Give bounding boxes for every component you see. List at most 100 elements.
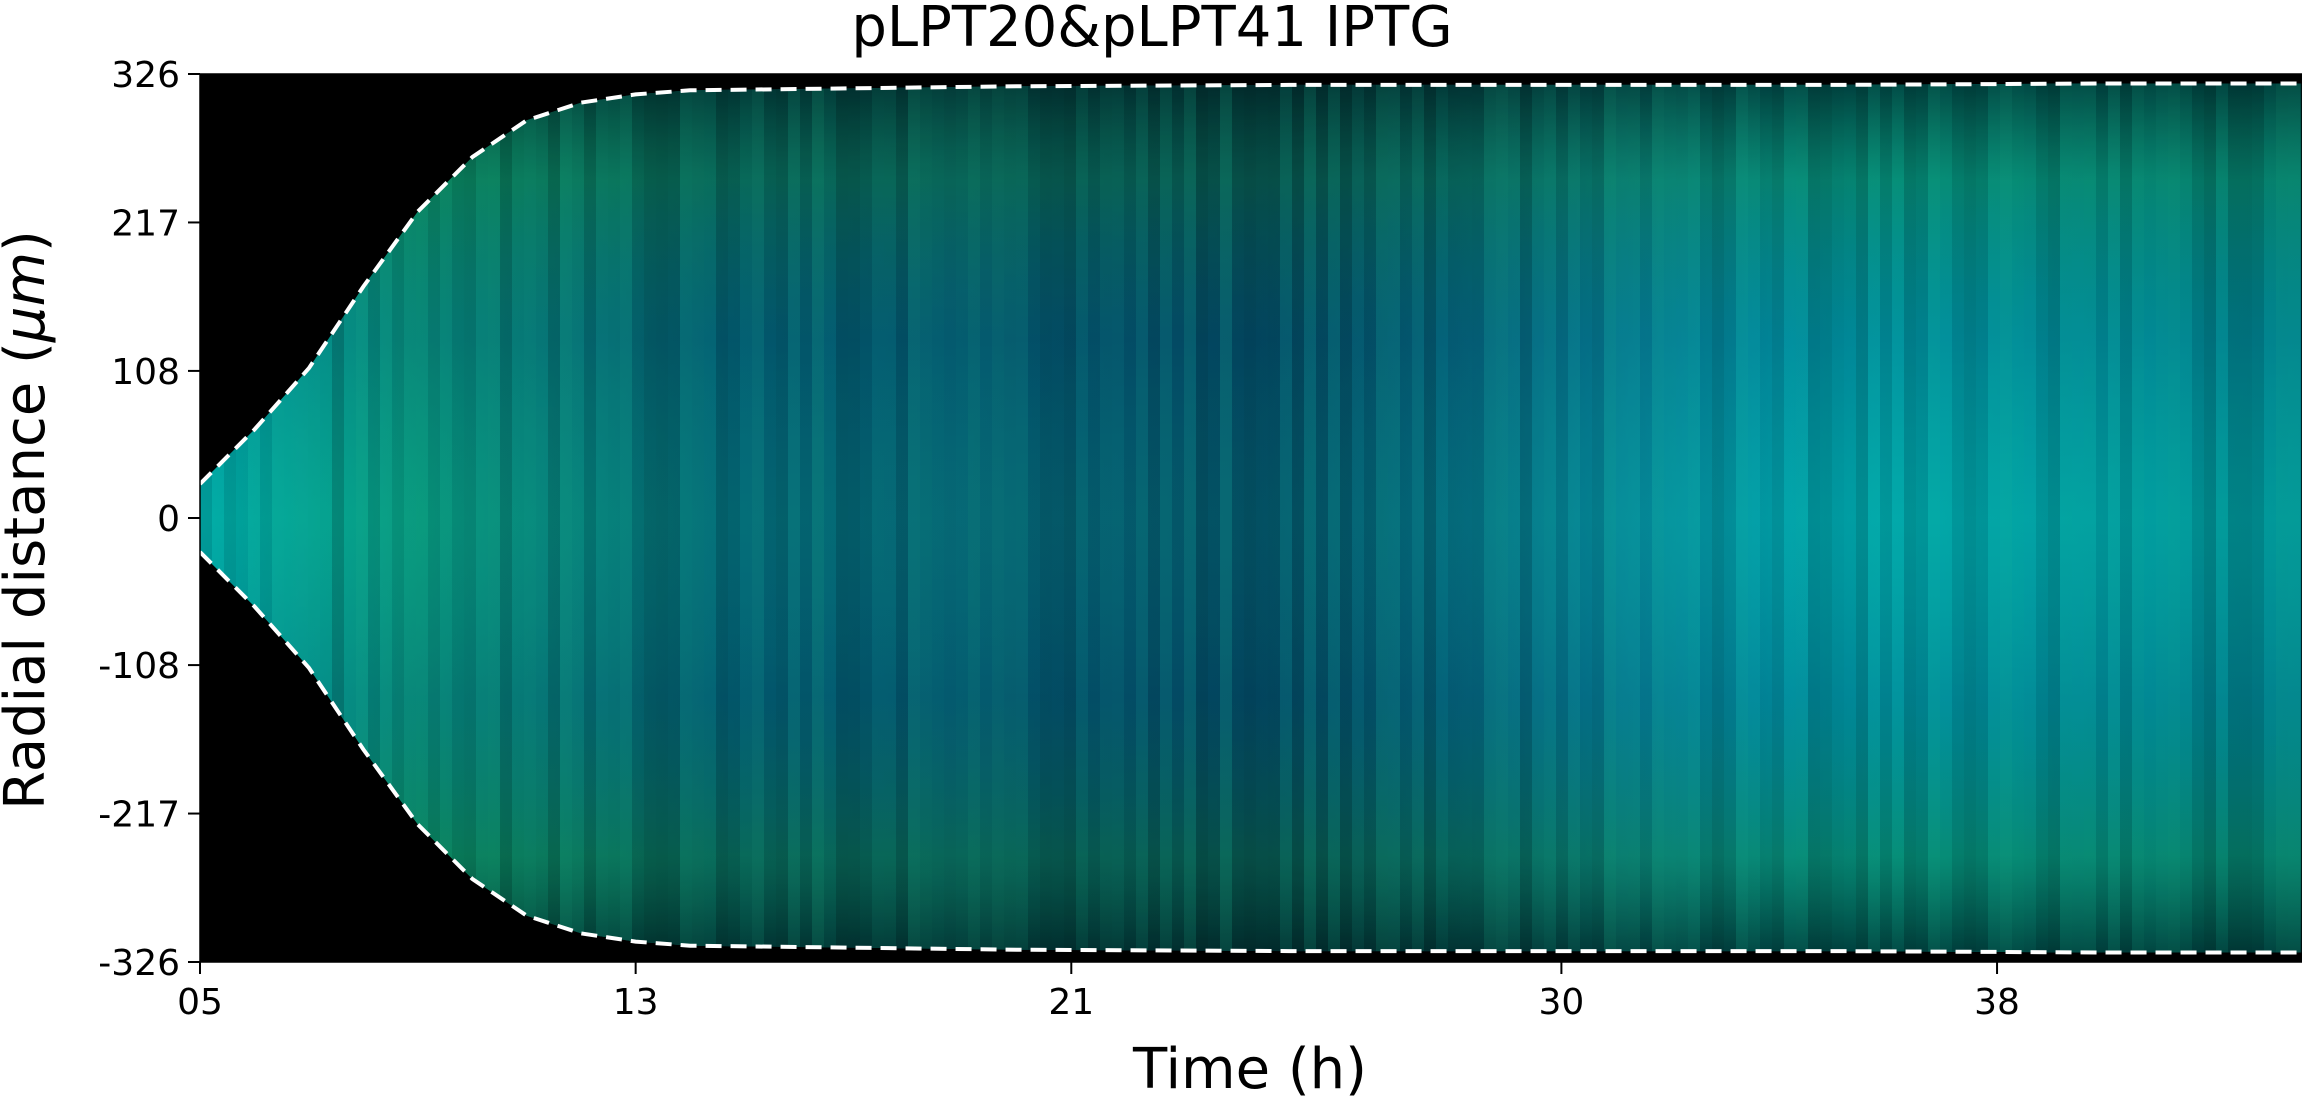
time-stripe (392, 83, 404, 953)
time-stripe (1376, 83, 1388, 953)
time-stripe (1076, 83, 1088, 953)
x-axis-label: Time (h) (1132, 1037, 1367, 1102)
x-tick-label: 38 (1974, 982, 2020, 1023)
y-tick-label: -108 (98, 646, 180, 687)
time-stripe (1688, 83, 1700, 953)
time-stripe (896, 83, 908, 953)
time-stripe (1172, 83, 1184, 953)
time-stripe (2192, 83, 2204, 953)
time-stripe (1892, 83, 1904, 953)
y-axis-label-suffix: ) (0, 230, 58, 252)
time-stripe (2036, 83, 2048, 953)
time-stripe (512, 83, 524, 953)
time-stripe (2084, 83, 2096, 953)
time-stripe (536, 83, 548, 953)
y-tick-label: 326 (111, 55, 180, 96)
time-stripe (656, 83, 668, 953)
time-stripe (632, 83, 644, 953)
time-stripe (668, 83, 680, 953)
time-stripe (380, 83, 392, 953)
time-stripe (836, 83, 848, 953)
time-stripe (584, 83, 596, 953)
time-stripe (1904, 83, 1916, 953)
time-stripe (1064, 83, 1076, 953)
colony-fluorescence (200, 83, 2302, 953)
time-stripe (884, 83, 896, 953)
time-stripe (2276, 83, 2288, 953)
time-stripe (608, 83, 620, 953)
time-stripe (788, 83, 800, 953)
time-stripe (596, 83, 608, 953)
time-stripe (1436, 83, 1448, 953)
time-stripe (2060, 83, 2072, 953)
time-stripe (1916, 83, 1928, 953)
time-stripe (1280, 83, 1292, 953)
y-axis-label: Radial distance (μm) (0, 230, 58, 810)
time-stripe (980, 83, 992, 953)
time-stripe (1928, 83, 1940, 953)
time-stripe (1328, 83, 1340, 953)
time-stripe (1016, 83, 1028, 953)
fluorescence-time-shading (200, 83, 2302, 953)
time-stripe (1088, 83, 1100, 953)
time-stripe (620, 83, 632, 953)
time-stripe (2024, 83, 2036, 953)
time-stripe (2252, 83, 2264, 953)
time-stripe (1424, 83, 1436, 953)
time-stripe (968, 83, 980, 953)
time-stripe (1136, 83, 1148, 953)
time-stripe (704, 83, 716, 953)
time-stripe (1400, 83, 1412, 953)
time-stripe (1676, 83, 1688, 953)
time-stripe (1148, 83, 1160, 953)
time-stripe (2204, 83, 2216, 953)
time-stripe (548, 83, 560, 953)
time-stripe (452, 83, 464, 953)
chart-title: pLPT20&pLPT41 IPTG (851, 0, 1452, 60)
time-stripe (572, 83, 584, 953)
time-stripe (2288, 83, 2300, 953)
time-stripe (1124, 83, 1136, 953)
time-stripe (1964, 83, 1976, 953)
time-stripe (1040, 83, 1052, 953)
time-stripe (1976, 83, 1988, 953)
time-stripe (1292, 83, 1304, 953)
time-stripe (740, 83, 752, 953)
x-axis: 05 13 21 30 38 (177, 962, 2020, 1023)
time-stripe (1556, 83, 1568, 953)
time-stripe (812, 83, 824, 953)
time-stripe (1388, 83, 1400, 953)
time-stripe (1256, 83, 1268, 953)
time-stripe (440, 83, 452, 953)
time-stripe (992, 83, 1004, 953)
time-stripe (1052, 83, 1064, 953)
time-stripe (1364, 83, 1376, 953)
time-stripe (416, 83, 428, 953)
time-stripe (2144, 83, 2156, 953)
time-stripe (920, 83, 932, 953)
time-stripe (908, 83, 920, 953)
time-stripe (1232, 83, 1244, 953)
time-stripe (1880, 83, 1892, 953)
y-tick-label: -326 (98, 943, 180, 984)
time-stripe (824, 83, 836, 953)
time-stripe (1268, 83, 1280, 953)
time-stripe (2228, 83, 2240, 953)
time-stripe (1220, 83, 1232, 953)
time-stripe (956, 83, 968, 953)
time-stripe (1508, 83, 1520, 953)
time-stripe (2216, 83, 2228, 953)
time-stripe (2180, 83, 2192, 953)
time-stripe (728, 83, 740, 953)
time-stripe (860, 83, 872, 953)
time-stripe (1808, 83, 1820, 953)
time-stripe (524, 83, 536, 953)
time-stripe (1352, 83, 1364, 953)
time-stripe (1460, 83, 1472, 953)
time-stripe (716, 83, 728, 953)
time-stripe (1868, 83, 1880, 953)
time-stripe (1628, 83, 1640, 953)
y-axis-label-unit: μm (0, 252, 58, 343)
time-stripe (680, 83, 692, 953)
